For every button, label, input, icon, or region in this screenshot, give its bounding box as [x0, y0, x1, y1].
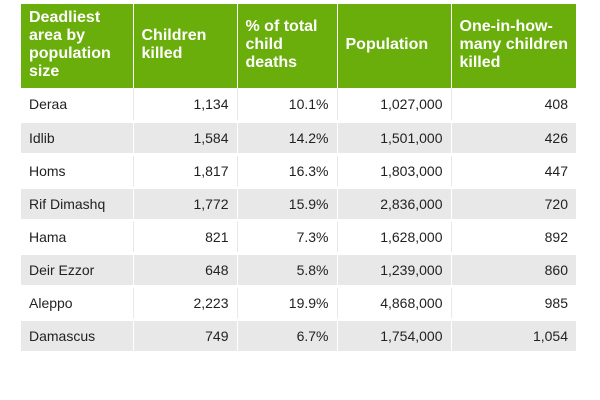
cell-percent: 10.1%: [236, 88, 337, 123]
cell-one-in: 892: [450, 220, 576, 255]
cell-population: 1,239,000: [336, 253, 451, 288]
header-area: Deadliest area by population size: [21, 4, 133, 88]
cell-children-killed: 1,772: [132, 187, 237, 222]
cell-percent: 16.3%: [236, 154, 337, 189]
table-row: Hama 821 7.3% 1,628,000 892: [21, 220, 576, 255]
table-row: Damascus 749 6.7% 1,754,000 1,054: [21, 319, 576, 354]
cell-children-killed: 1,817: [132, 154, 237, 189]
cell-one-in: 408: [450, 88, 576, 123]
cell-area: Rif Dimashq: [21, 187, 133, 222]
child-deaths-table: Deadliest area by population size Childr…: [21, 4, 576, 354]
cell-children-killed: 648: [132, 253, 237, 288]
table-row: Aleppo 2,223 19.9% 4,868,000 985: [21, 286, 576, 321]
cell-percent: 7.3%: [236, 220, 337, 255]
cell-one-in: 985: [450, 286, 576, 321]
cell-area: Damascus: [21, 319, 133, 354]
cell-percent: 14.2%: [236, 121, 337, 156]
table-row: Idlib 1,584 14.2% 1,501,000 426: [21, 121, 576, 156]
cell-population: 1,027,000: [336, 88, 451, 123]
cell-area: Aleppo: [21, 286, 133, 321]
cell-population: 1,754,000: [336, 319, 451, 354]
table-row: Deir Ezzor 648 5.8% 1,239,000 860: [21, 253, 576, 288]
header-one-in-how-many: One-in-how-many children killed: [450, 4, 576, 88]
table-row: Deraa 1,134 10.1% 1,027,000 408: [21, 88, 576, 123]
table-row: Homs 1,817 16.3% 1,803,000 447: [21, 154, 576, 189]
header-percent-total: % of total child deaths: [236, 4, 337, 88]
table-row: Rif Dimashq 1,772 15.9% 2,836,000 720: [21, 187, 576, 222]
cell-one-in: 720: [450, 187, 576, 222]
cell-population: 1,501,000: [336, 121, 451, 156]
cell-percent: 15.9%: [236, 187, 337, 222]
cell-percent: 5.8%: [236, 253, 337, 288]
cell-population: 4,868,000: [336, 286, 451, 321]
header-row: Deadliest area by population size Childr…: [21, 4, 576, 88]
table-body: Deraa 1,134 10.1% 1,027,000 408 Idlib 1,…: [21, 88, 576, 354]
cell-children-killed: 821: [132, 220, 237, 255]
data-table-container: Deadliest area by population size Childr…: [21, 4, 576, 354]
cell-area: Idlib: [21, 121, 133, 156]
cell-children-killed: 1,584: [132, 121, 237, 156]
table-header: Deadliest area by population size Childr…: [21, 4, 576, 88]
header-children-killed: Children killed: [132, 4, 237, 88]
cell-area: Deir Ezzor: [21, 253, 133, 288]
cell-area: Hama: [21, 220, 133, 255]
cell-percent: 19.9%: [236, 286, 337, 321]
cell-children-killed: 749: [132, 319, 237, 354]
cell-area: Homs: [21, 154, 133, 189]
cell-population: 1,803,000: [336, 154, 451, 189]
cell-one-in: 860: [450, 253, 576, 288]
cell-one-in: 447: [450, 154, 576, 189]
cell-children-killed: 1,134: [132, 88, 237, 123]
cell-population: 1,628,000: [336, 220, 451, 255]
header-population: Population: [336, 4, 451, 88]
cell-children-killed: 2,223: [132, 286, 237, 321]
cell-one-in: 426: [450, 121, 576, 156]
cell-percent: 6.7%: [236, 319, 337, 354]
cell-area: Deraa: [21, 88, 133, 123]
cell-population: 2,836,000: [336, 187, 451, 222]
cell-one-in: 1,054: [450, 319, 576, 354]
